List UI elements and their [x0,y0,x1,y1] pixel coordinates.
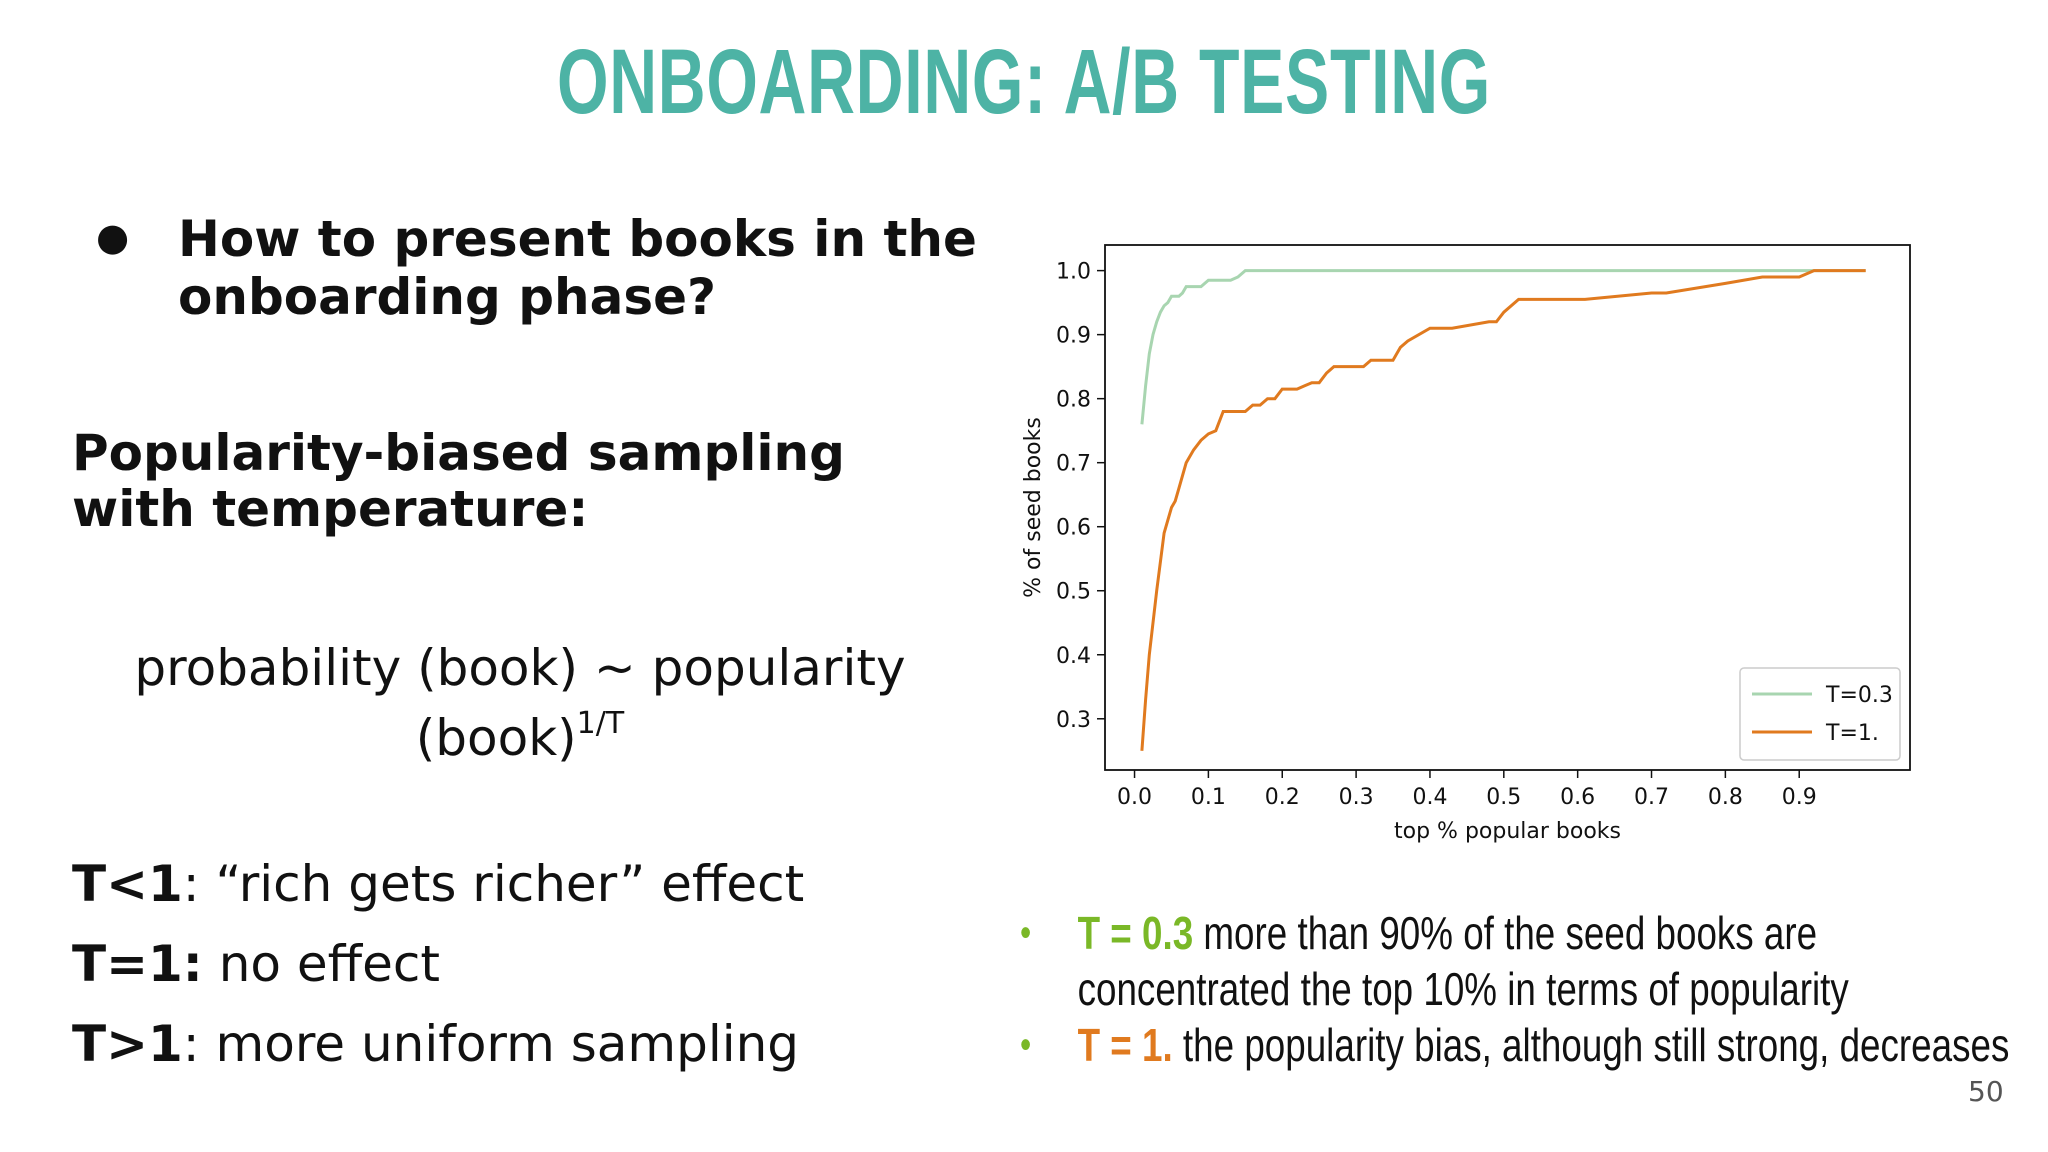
plot-frame [1104,244,1911,771]
temp-row: T<1: “rich gets richer” effect [72,855,804,913]
legend-box [1739,667,1901,761]
probability-formula: probability (book) ~ popularity (book)1/… [120,640,920,766]
x-tick-label: 0.7 [1634,785,1669,810]
legend-label: T=0.3 [1825,683,1893,708]
bullet-dot-icon: ● [96,215,130,259]
x-tick-label: 0.8 [1708,785,1743,810]
y-tick-label: 0.4 [1056,644,1091,669]
series-line-t-1- [1140,269,1866,751]
temp-label: T<1 [72,855,183,913]
slide-title: ONBOARDING: A/B TESTING [556,31,1492,133]
x-tick-label: 0.0 [1117,785,1152,810]
x-tick-label: 0.1 [1191,785,1226,810]
formula-exponent: 1/T [576,706,625,741]
x-axis-label: top % popular books [1394,819,1621,844]
note-text: more than 90% of the seed books are conc… [1077,907,1849,1015]
y-tick-label: 0.6 [1056,516,1091,541]
series-line-t-0-3 [1140,269,1866,425]
sampling-heading: Popularity-biased sampling with temperat… [72,424,845,538]
x-tick-label: 0.6 [1560,785,1595,810]
temp-text: : more uniform sampling [182,1015,800,1073]
legend-label: T=1. [1825,721,1879,746]
y-tick-label: 0.9 [1056,324,1091,349]
note-item: • T = 1. the popularity bias, although s… [1020,1017,2038,1073]
question-text: How to present books in the onboarding p… [178,210,977,326]
y-axis-label: % of seed books [1021,417,1046,598]
note-bullet-icon: • [1020,1023,1032,1067]
x-tick-label: 0.4 [1412,785,1447,810]
temp-text: no effect [202,935,440,993]
note-bullet-icon: • [1020,911,1032,955]
formula-main: probability (book) ~ popularity (book) [134,639,906,767]
x-tick-label: 0.9 [1782,785,1817,810]
page-number: 50 [1968,1075,2004,1108]
x-tick-label: 0.3 [1339,785,1374,810]
seed-books-chart: 0.0 0.1 0.2 0.3 0.4 0.5 0.6 0.7 0.8 0.9 0.3 0.4 0.5 0… [1021,244,1911,844]
y-tick-label: 0.5 [1056,580,1091,605]
x-tick-label: 0.5 [1486,785,1521,810]
note-highlight: T = 1. [1077,1019,1173,1071]
temp-label: T>1 [72,1015,183,1073]
note-highlight: T = 0.3 [1077,907,1194,959]
chart-notes: • T = 0.3 more than 90% of the seed book… [1020,905,2009,1073]
temp-label: T=1: [72,935,203,993]
note-item: • T = 0.3 more than 90% of the seed book… [1020,905,2038,1017]
note-text: the popularity bias, although still stro… [1172,1019,2010,1071]
temp-text: : “rich gets richer” effect [182,855,805,913]
y-tick-label: 0.3 [1056,708,1091,733]
temp-row: T=1: no effect [72,935,440,993]
y-tick-label: 0.7 [1056,452,1091,477]
temp-row: T>1: more uniform sampling [72,1015,799,1073]
x-tick-label: 0.2 [1265,785,1300,810]
y-tick-label: 0.8 [1056,388,1091,413]
y-tick-label: 1.0 [1056,260,1091,285]
